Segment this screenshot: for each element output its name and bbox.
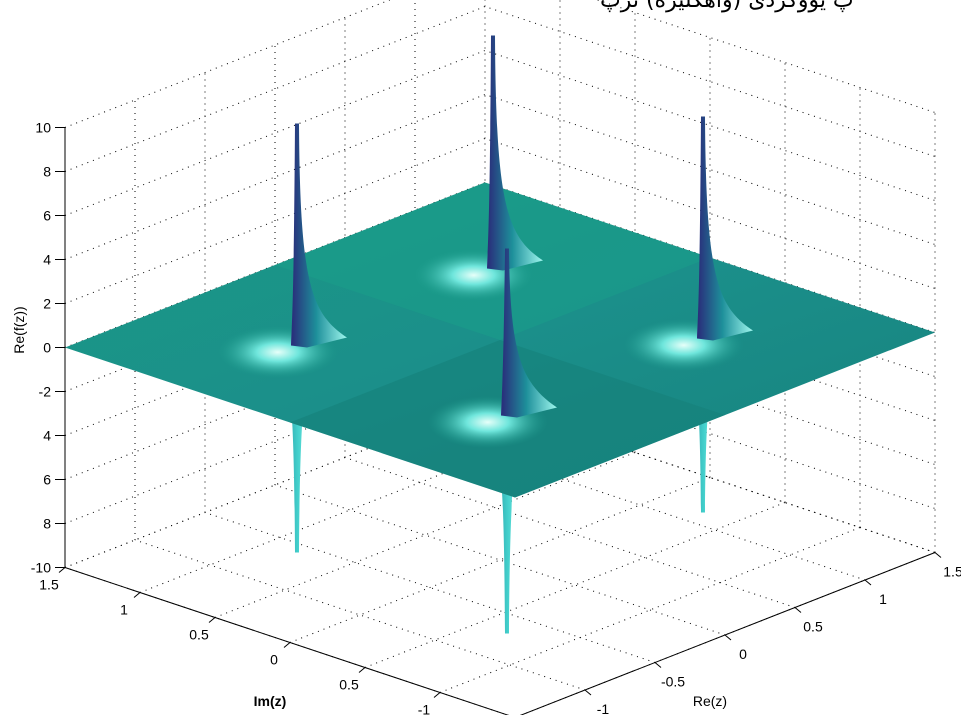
pole-peak <box>291 123 347 348</box>
pole-peak <box>487 35 543 271</box>
re-tick-mark <box>654 662 662 668</box>
z-tick-label: 2 <box>43 296 51 312</box>
grid-line <box>289 477 711 643</box>
re-tick-mark <box>934 552 942 558</box>
chart-title: پ یووکردی (واهکلیره) ترپ <box>600 0 854 13</box>
grid-line <box>64 137 936 304</box>
im-tick-label: 0.5 <box>339 677 359 693</box>
grid-line <box>64 93 936 260</box>
im-tick-mark <box>358 667 366 673</box>
re-axis-line <box>519 552 936 715</box>
z-tick-label: 4 <box>43 428 51 444</box>
z-tick-label: -2 <box>39 384 52 400</box>
upper-spikes <box>291 35 753 418</box>
im-tick-label: 1.5 <box>39 577 59 593</box>
re-tick-mark <box>584 689 592 696</box>
z-tick-label: 0 <box>43 340 51 356</box>
tick-labels: 1086420-2468-101.510.500.5-1-1.51.510.50… <box>31 120 961 715</box>
re-tick-mark <box>864 579 872 586</box>
im-axis-line <box>64 567 510 715</box>
zlabel: Re(f(z)) <box>11 306 27 353</box>
grid-line <box>64 5 936 172</box>
re-tick-label: -1 <box>597 701 610 715</box>
z-tick-label: -10 <box>31 560 51 576</box>
z-tick-label: 8 <box>43 516 51 532</box>
re-tick-mark <box>794 607 802 613</box>
z-tick-label: 8 <box>43 164 51 180</box>
z-tick-label: 6 <box>43 208 51 224</box>
grid-line <box>274 484 726 636</box>
grid-line <box>64 0 936 128</box>
z-tick-label: 10 <box>35 120 51 136</box>
re-tick-mark <box>724 634 732 641</box>
im-tick-mark <box>433 692 441 698</box>
re-tick-label: 1.5 <box>943 564 961 580</box>
pole-peak <box>697 116 753 341</box>
grid-line <box>64 49 936 216</box>
re-tick-label: -0.5 <box>661 674 685 690</box>
im-tick-label: 0 <box>270 652 278 668</box>
im-tick-label: -1 <box>418 702 431 715</box>
im-tick-label: 0.5 <box>189 627 209 643</box>
pole-trough <box>487 417 529 634</box>
pole-peak <box>501 248 557 418</box>
z-tick-label: 6 <box>43 472 51 488</box>
grid-line <box>64 313 936 480</box>
im-tick-mark <box>133 592 141 598</box>
re-tick-label: 0.5 <box>803 619 823 635</box>
grid-line <box>214 452 636 618</box>
re-tick-label: 1 <box>879 591 887 607</box>
grid-line <box>439 527 861 693</box>
pole-trough <box>277 347 319 553</box>
xlabel: Re(z) <box>693 693 727 709</box>
ylabel: Im(z) <box>254 693 287 709</box>
im-tick-mark <box>208 617 216 623</box>
pole-trough <box>683 340 725 513</box>
im-tick-label: 1 <box>120 602 128 618</box>
grid-line <box>364 502 786 668</box>
grid-line <box>134 539 586 691</box>
im-tick-mark <box>58 567 66 573</box>
im-tick-mark <box>283 642 291 648</box>
re-tick-label: 0 <box>739 646 747 662</box>
z-tick-label: 4 <box>43 252 51 268</box>
grid-line <box>64 401 936 568</box>
grid-line <box>64 357 936 524</box>
